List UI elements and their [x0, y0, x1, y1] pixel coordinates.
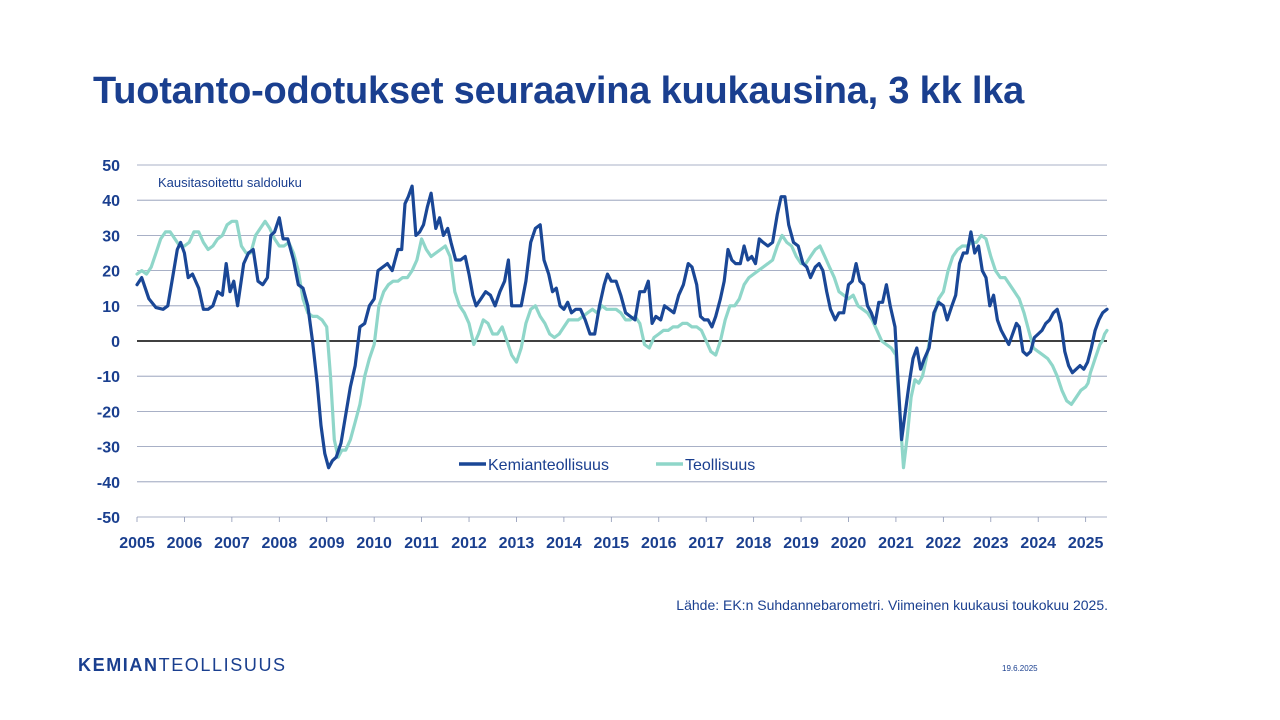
- logo: KEMIANTEOLLISUUS: [78, 655, 287, 676]
- x-tick-label: 2010: [356, 535, 392, 552]
- x-tick-label: 2016: [641, 535, 677, 552]
- y-tick-label: 10: [102, 299, 120, 316]
- x-tick-label: 2019: [783, 535, 819, 552]
- slide-date: 19.6.2025: [1002, 664, 1038, 673]
- x-axis-tick-labels: 2005 2006 2007 2008 2009 2010 2011 2012 2013 2014…: [119, 535, 1103, 552]
- x-tick-label: 2021: [878, 535, 914, 552]
- x-tick-label: 2025: [1068, 535, 1104, 552]
- chart-legend: Kemianteollisuus Teollisuus: [459, 457, 755, 474]
- x-tick-label: 2015: [594, 535, 630, 552]
- x-tick-label: 2006: [167, 535, 203, 552]
- x-tick-label: 2011: [404, 535, 439, 552]
- x-tick-label: 2020: [831, 535, 867, 552]
- y-tick-label: -20: [97, 404, 120, 421]
- chart-annotation: Kausitasoitettu saldoluku: [158, 175, 302, 190]
- x-tick-label: 2023: [973, 535, 1009, 552]
- logo-light-text: TEOLLISUUS: [158, 655, 287, 675]
- y-tick-label: -50: [97, 510, 120, 527]
- x-tick-label: 2014: [546, 535, 582, 552]
- chart-series-lines: [135, 184, 1109, 470]
- x-tick-label: 2008: [262, 535, 298, 552]
- legend-label-kemianteollisuus: Kemianteollisuus: [488, 457, 609, 474]
- y-tick-label: 30: [102, 228, 120, 245]
- y-tick-label: -10: [97, 369, 120, 386]
- y-tick-label: 0: [111, 334, 120, 351]
- y-tick-label: 40: [102, 193, 120, 210]
- logo-bold-text: KEMIAN: [78, 655, 159, 675]
- chart-gridlines: [136, 164, 1107, 522]
- x-tick-label: 2012: [451, 535, 487, 552]
- y-tick-label: -30: [97, 440, 120, 457]
- y-tick-label: -40: [97, 475, 120, 492]
- x-tick-label: 2024: [1020, 535, 1056, 552]
- y-tick-label: 20: [102, 264, 120, 281]
- x-tick-label: 2017: [688, 535, 724, 552]
- source-note: Lähde: EK:n Suhdannebarometri. Viimeinen…: [676, 597, 1108, 613]
- x-tick-label: 2022: [926, 535, 962, 552]
- page-title: Tuotanto-odotukset seuraavina kuukausina…: [93, 70, 1025, 112]
- y-axis-tick-labels: 50 40 30 20 10 0 -10 -20 -30 -40 -50: [97, 158, 120, 527]
- x-tick-label: 2007: [214, 535, 250, 552]
- x-tick-label: 2013: [499, 535, 535, 552]
- x-tick-label: 2009: [309, 535, 345, 552]
- y-tick-label: 50: [102, 158, 120, 175]
- series-line-kemianteollisuus: [135, 184, 1109, 470]
- x-tick-label: 2005: [119, 535, 155, 552]
- x-tick-label: 2018: [736, 535, 772, 552]
- legend-label-teollisuus: Teollisuus: [685, 457, 755, 474]
